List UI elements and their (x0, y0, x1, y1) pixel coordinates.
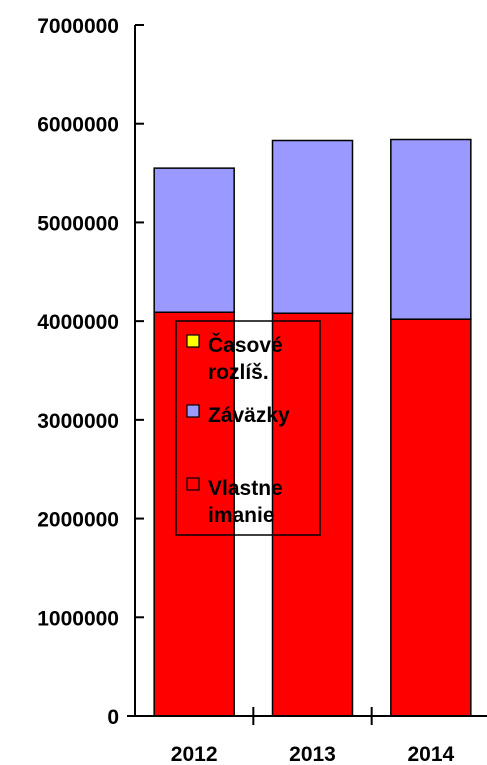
y-tick-label: 5000000 (37, 212, 119, 235)
y-tick-label: 1000000 (37, 607, 119, 630)
bar-2012-series-0 (153, 311, 235, 717)
bar-2014-series-0 (390, 318, 472, 717)
legend-label: Časové rozlíš. (208, 333, 283, 384)
bar-2013-series-0 (271, 312, 354, 717)
legend-swatch (186, 334, 200, 348)
x-tick-label: 2014 (407, 743, 454, 765)
bar-2014-series-1 (390, 138, 472, 320)
legend-label: Záväzky (208, 404, 290, 427)
legend-label: Vlastne imanie (208, 477, 283, 527)
x-tick-label: 2013 (289, 743, 336, 765)
legend: Časové rozlíš. Záväzky Vlastne imanie (175, 320, 321, 536)
axis-layer: 0 1000000 2000000 3000000 4000000 5000000 6000… (37, 15, 487, 765)
y-tick-label: 4000000 (37, 311, 119, 334)
bar-2013-series-1 (271, 139, 354, 314)
y-tick-label: 7000000 (37, 15, 119, 38)
legend-swatch (186, 404, 200, 418)
y-tick-label: 2000000 (37, 509, 119, 532)
legend-box (175, 320, 321, 536)
legend-swatch (186, 477, 200, 491)
bars-layer (153, 138, 472, 717)
bar-2012-series-1 (153, 167, 235, 314)
y-tick-label: 0 (107, 706, 119, 729)
y-tick-label: 6000000 (37, 114, 119, 137)
y-tick-label: 3000000 (37, 410, 119, 433)
x-tick-label: 2012 (171, 743, 218, 765)
